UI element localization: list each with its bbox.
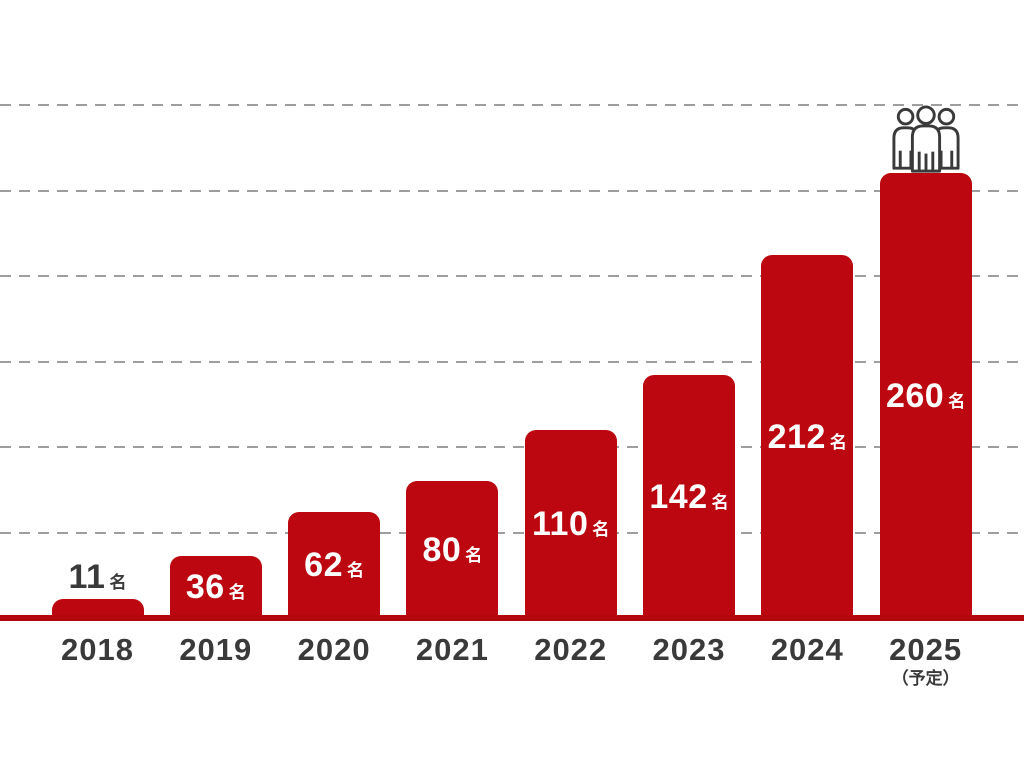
gridline-200 <box>0 275 1024 277</box>
bar-value-label-2019: 36 名 <box>186 570 246 604</box>
bar-value-suffix: 名 <box>465 545 483 565</box>
bar-2020 <box>288 511 381 618</box>
bar-value-label-2020: 62 名 <box>304 548 364 582</box>
bar-value-number: 62 <box>304 545 344 584</box>
x-tick-label-2023: 2023 <box>652 632 726 667</box>
gridline-100 <box>0 446 1024 448</box>
bar-2019 <box>169 556 262 618</box>
bar-value-number: 142 <box>649 477 708 516</box>
bar-2023 <box>643 375 735 618</box>
bar-2021 <box>406 481 499 618</box>
x-axis-line <box>0 615 1024 621</box>
bar-value-label-2023: 142 名 <box>649 480 728 514</box>
bar-value-number: 212 <box>767 417 826 456</box>
gridline-250 <box>0 189 1024 192</box>
x-tick-label-2019: 2019 <box>179 632 253 667</box>
bar-value-suffix: 名 <box>592 519 610 539</box>
bar-2018 <box>51 599 144 618</box>
x-tick-label-2018: 2018 <box>61 632 134 667</box>
x-tick-year: 2019 <box>179 632 253 667</box>
x-tick-year: 2022 <box>534 632 608 667</box>
bar-value-label-2024: 212 名 <box>768 420 847 454</box>
bar-value-label-2025: 260 名 <box>886 379 965 413</box>
gridline-150 <box>0 360 1024 363</box>
x-tick-year: 2024 <box>770 632 844 667</box>
bar-value-suffix: 名 <box>109 573 127 593</box>
x-tick-label-2025: 2025 （予定） <box>889 632 963 689</box>
bar-value-label-2018: 11 名 <box>69 560 127 594</box>
bar-value-label-2022: 110 名 <box>532 507 609 541</box>
bar-value-label-2021: 80 名 <box>422 533 482 567</box>
bar-value-suffix: 名 <box>829 432 847 452</box>
bar-value-number: 110 <box>532 504 589 543</box>
bar-value-number: 80 <box>422 530 462 569</box>
bar-2025 <box>879 173 972 618</box>
x-tick-label-2021: 2021 <box>415 632 489 667</box>
bar-value-number: 36 <box>185 568 225 607</box>
bar-value-number: 260 <box>885 376 945 415</box>
x-tick-year: 2020 <box>297 632 371 667</box>
bar-2024 <box>761 255 854 618</box>
x-tick-note: （予定） <box>891 669 960 689</box>
bar-value-number: 11 <box>68 558 106 597</box>
x-tick-year: 2025 <box>889 632 963 667</box>
x-tick-label-2024: 2024 <box>770 632 844 667</box>
x-tick-year: 2023 <box>652 632 726 667</box>
bar-value-suffix: 名 <box>948 391 966 411</box>
x-tick-label-2020: 2020 <box>297 632 371 667</box>
bar-value-suffix: 名 <box>347 560 365 580</box>
x-tick-label-2022: 2022 <box>534 632 608 667</box>
people-group-icon <box>892 105 960 173</box>
x-tick-year: 2021 <box>415 632 489 667</box>
bar-value-suffix: 名 <box>228 583 246 603</box>
x-tick-year: 2018 <box>61 632 134 667</box>
gridline-50 <box>0 531 1024 534</box>
bar-value-suffix: 名 <box>711 492 729 512</box>
bar-2022 <box>524 429 617 618</box>
gridline-300 <box>0 104 1024 106</box>
